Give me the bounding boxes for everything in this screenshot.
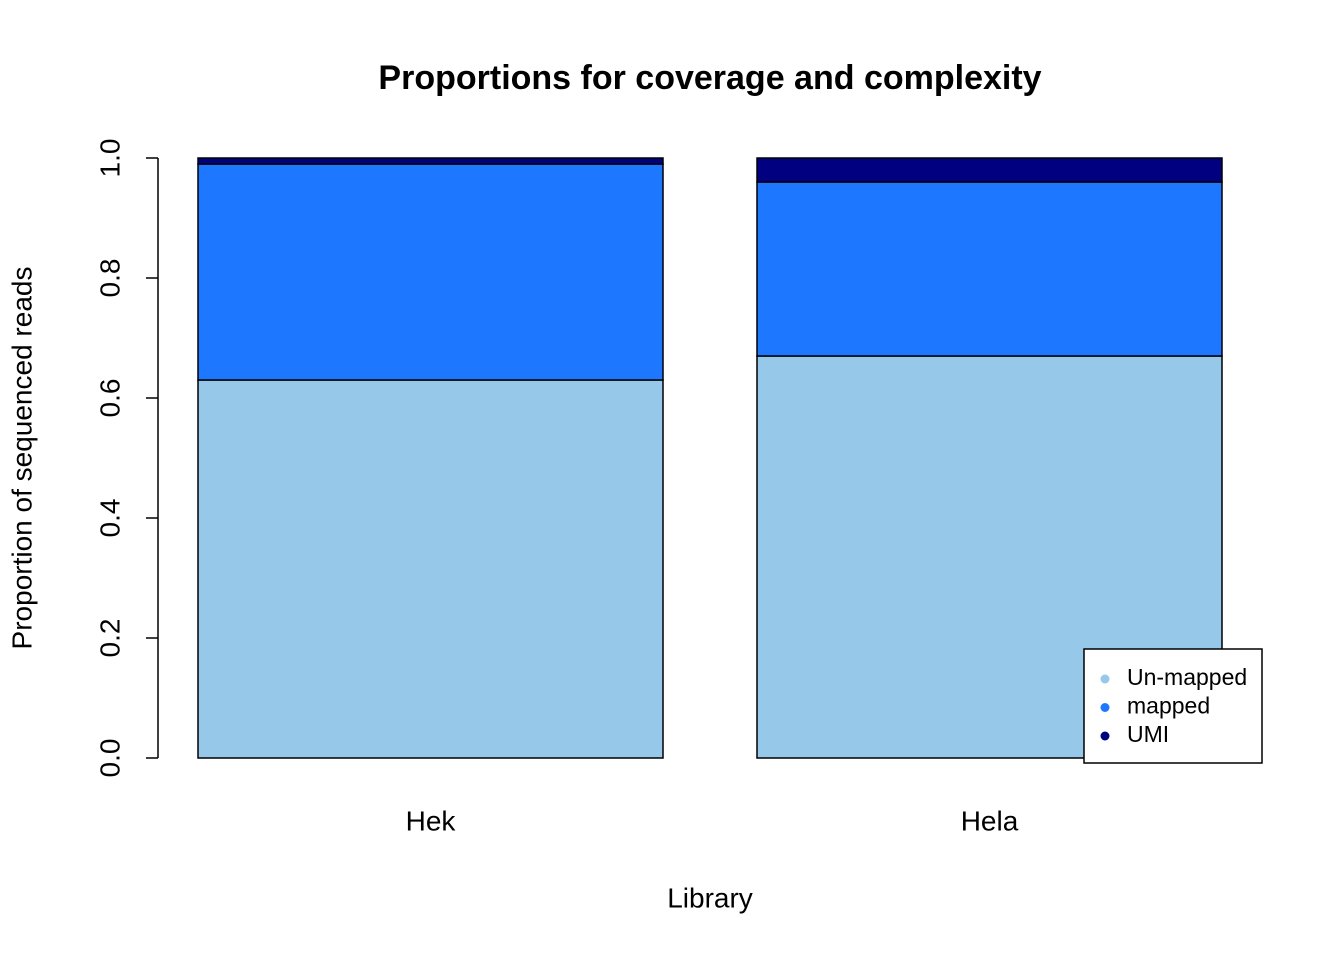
y-axis-label: Proportion of sequenced reads: [6, 267, 37, 650]
bar-segment: [197, 157, 664, 165]
y-tick-label: 0.4: [94, 499, 125, 538]
y-tick-label: 0.6: [94, 379, 125, 418]
legend-marker: [1100, 731, 1110, 741]
bar-segment: [756, 181, 1223, 357]
legend-label: mapped: [1127, 693, 1210, 719]
bar-segment: [197, 379, 664, 759]
x-tick-label: Hela: [961, 805, 1019, 836]
legend-marker: [1100, 703, 1110, 712]
y-tick-label: 0.0: [94, 739, 125, 778]
x-axis-label: Library: [667, 882, 753, 913]
y-tick-label: 0.2: [94, 619, 125, 658]
bar-segment: [197, 163, 664, 381]
bar-segment: [756, 157, 1223, 183]
y-tick-label: 0.8: [94, 259, 125, 298]
legend-box: [1083, 648, 1263, 764]
legend-label: Un-mapped: [1127, 664, 1247, 690]
x-tick-label: Hek: [406, 805, 457, 836]
chart-title: Proportions for coverage and complexity: [378, 59, 1041, 97]
legend-label: UMI: [1127, 721, 1169, 747]
y-tick-label: 1.0: [94, 139, 125, 178]
legend-marker: [1100, 674, 1110, 684]
